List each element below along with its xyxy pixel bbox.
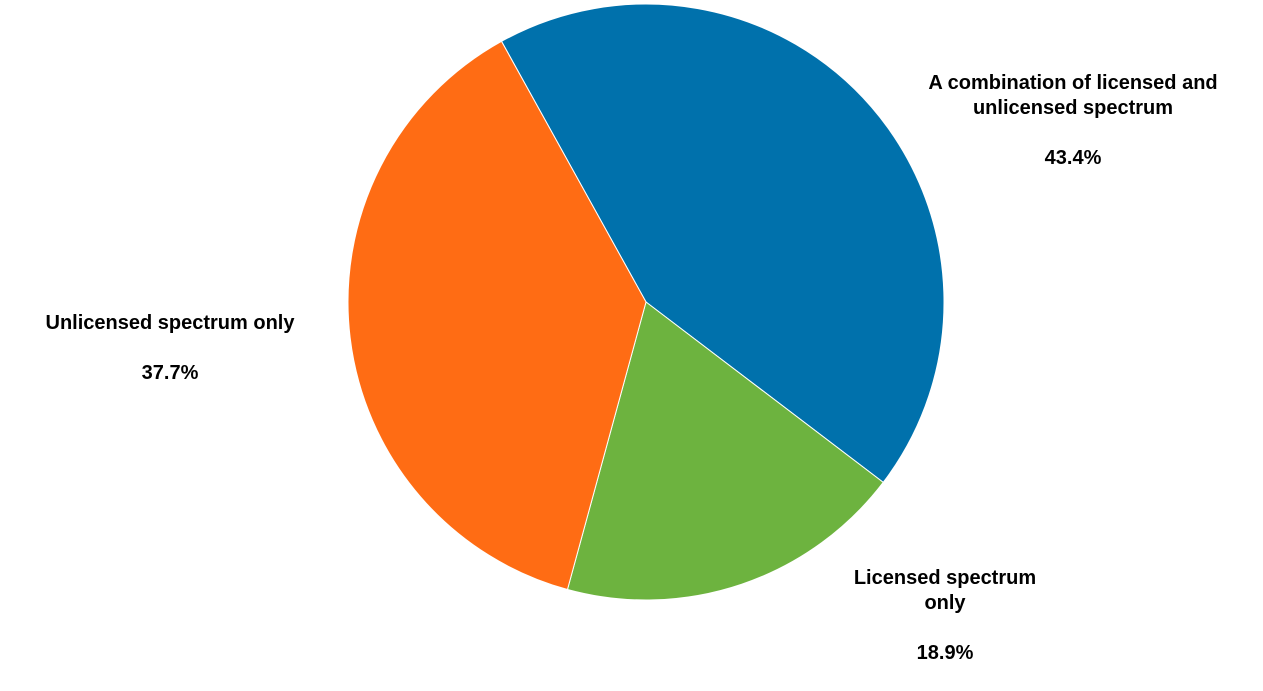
pie-slice-unlicensed-only — [347, 40, 647, 591]
pie-slice-licensed-only — [566, 301, 884, 601]
slice-value-combination: 43.4% — [1044, 147, 1102, 169]
slice-label-unlicensed-only: Unlicensed spectrum only 37.7% — [0, 286, 340, 411]
slice-name-licensed-only: Licensed spectrum only — [853, 567, 1037, 614]
pie-slice-combination — [500, 3, 945, 484]
slice-label-combination: A combination of licensed and unlicensed… — [868, 46, 1263, 196]
slice-value-licensed-only: 18.9% — [916, 642, 974, 664]
slice-name-unlicensed-only: Unlicensed spectrum only — [45, 312, 295, 334]
slice-name-combination: A combination of licensed and unlicensed… — [928, 72, 1218, 119]
slice-label-licensed-only: Licensed spectrum only 18.9% — [800, 541, 1090, 691]
pie-chart — [347, 3, 945, 601]
slice-value-unlicensed-only: 37.7% — [141, 362, 199, 384]
